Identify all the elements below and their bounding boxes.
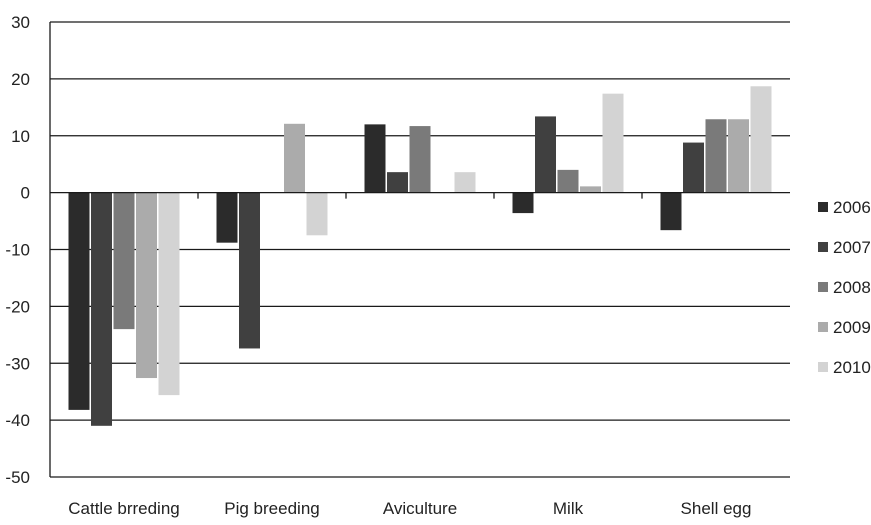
bars — [68, 86, 772, 426]
bar-2006-3 — [512, 192, 534, 214]
bar-2009-3 — [580, 186, 601, 193]
y-tick-label: -10 — [5, 241, 30, 260]
bar-2008-3 — [557, 169, 579, 193]
bar-2006-2 — [364, 124, 386, 193]
legend-label: 2006 — [833, 198, 871, 217]
bar-2010-3 — [602, 93, 624, 193]
legend-swatch-2010 — [818, 362, 828, 372]
y-tick-label: -30 — [5, 354, 30, 373]
bar-2006-0 — [68, 192, 90, 410]
legend-swatch-2009 — [818, 322, 828, 332]
y-tick-label: -20 — [5, 297, 30, 316]
y-axis-tick-labels: 30 20 10 0 -10 -20 -30 -40 -50 — [5, 13, 30, 487]
bar-2008-4 — [705, 119, 727, 193]
bar-2007-4 — [683, 142, 704, 193]
x-category-label: Shell egg — [681, 499, 752, 518]
legend-swatch-2006 — [818, 202, 828, 212]
y-tick-label: 20 — [11, 70, 30, 89]
y-tick-label: 0 — [21, 184, 30, 203]
bar-2009-1 — [284, 123, 305, 193]
x-category-label: Cattle brreding — [68, 499, 180, 518]
bar-2010-2 — [454, 172, 476, 193]
x-category-label: Milk — [553, 499, 584, 518]
legend-label: 2010 — [833, 358, 871, 377]
bar-2007-0 — [91, 192, 112, 426]
bar-2009-4 — [728, 119, 749, 193]
y-tick-label: 30 — [11, 13, 30, 32]
legend-label: 2007 — [833, 238, 871, 257]
bar-2007-2 — [387, 172, 408, 193]
bar-2010-1 — [306, 192, 328, 236]
x-category-label: Aviculture — [383, 499, 457, 518]
bar-2008-2 — [409, 126, 431, 193]
legend-swatch-2007 — [818, 242, 828, 252]
legend-label: 2008 — [833, 278, 871, 297]
bar-2008-0 — [113, 192, 135, 330]
y-tick-label: -40 — [5, 411, 30, 430]
bar-2006-1 — [216, 192, 238, 243]
bar-2007-1 — [239, 192, 260, 349]
bar-2006-4 — [660, 192, 682, 231]
x-category-label: Pig breeding — [224, 499, 319, 518]
bar-2010-0 — [158, 192, 180, 396]
y-tick-label: -50 — [5, 468, 30, 487]
legend-label: 2009 — [833, 318, 871, 337]
bar-2007-3 — [535, 116, 556, 193]
x-axis-category-labels: Cattle brreding Pig breeding Aviculture Mil… — [68, 499, 751, 518]
y-tick-label: 10 — [11, 127, 30, 146]
bar-2010-4 — [750, 86, 772, 193]
bar-2009-0 — [136, 192, 157, 379]
legend: 2006 2007 2008 2009 2010 — [818, 198, 871, 377]
legend-swatch-2008 — [818, 282, 828, 292]
axes — [49, 22, 790, 477]
